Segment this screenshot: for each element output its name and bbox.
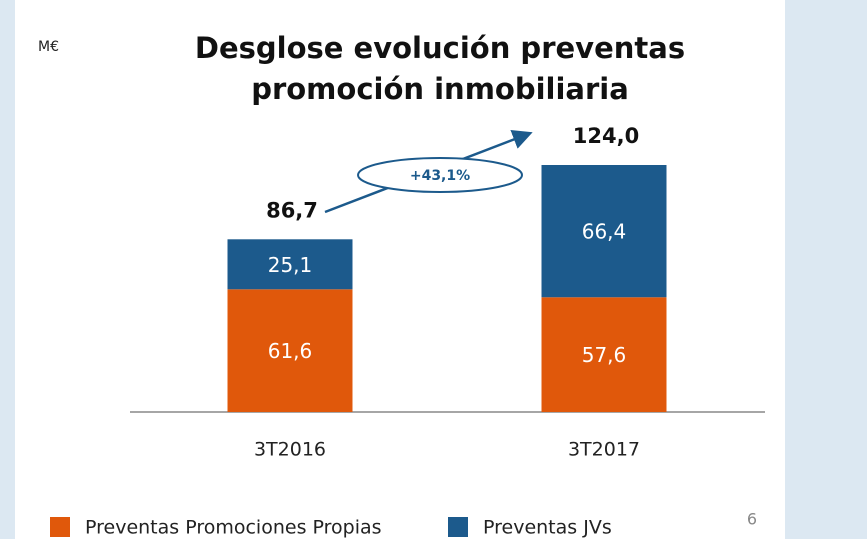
x-tick-label: 3T2016: [254, 439, 326, 461]
chart-title: promoción inmobiliaria: [251, 72, 629, 106]
total-label: 124,0: [573, 124, 639, 148]
value-label: 61,6: [268, 339, 313, 363]
growth-bubble: [357, 157, 523, 193]
bar-segment: [541, 165, 667, 298]
legend-swatch: [50, 517, 70, 537]
bar-segment: [541, 297, 667, 412]
value-label: 66,4: [582, 220, 627, 244]
x-tick-label: 3T2017: [568, 439, 640, 461]
value-label: 57,6: [582, 343, 627, 367]
value-label: 25,1: [268, 253, 313, 277]
total-label: 86,7: [266, 198, 318, 222]
legend-label: Preventas Promociones Propias: [85, 517, 382, 539]
unit-label: M€: [38, 39, 59, 55]
legend-label: Preventas JVs: [483, 517, 612, 539]
legend-swatch: [448, 517, 468, 537]
bar-segment: [227, 239, 353, 290]
page-number: 6: [747, 510, 757, 529]
growth-annotation: +43,1%: [410, 168, 470, 184]
chart-title: Desglose evolución preventas: [195, 31, 685, 65]
bar-segment: [227, 289, 353, 412]
